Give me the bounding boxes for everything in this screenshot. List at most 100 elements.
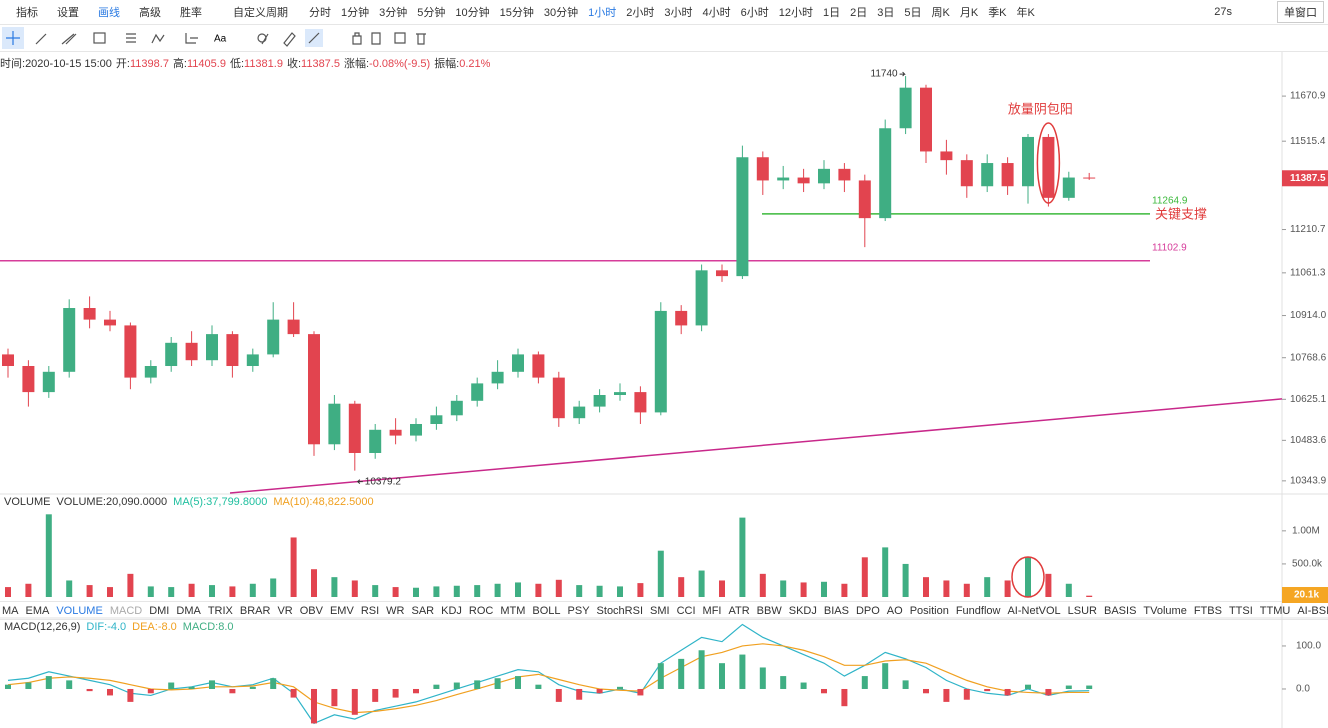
- candle-body: [42, 371, 55, 393]
- candle-body: [226, 334, 239, 367]
- volume-bar: [1086, 595, 1093, 597]
- indicator-tab[interactable]: SAR: [411, 604, 435, 617]
- candle-body: [83, 308, 96, 320]
- indicator-tab[interactable]: MA: [2, 604, 19, 617]
- indicator-tab[interactable]: MTM: [500, 604, 526, 617]
- period[interactable]: 2日: [850, 7, 868, 19]
- indicator-tab[interactable]: SMI: [650, 604, 670, 617]
- candle-body: [960, 160, 973, 187]
- indicator-tab[interactable]: AO: [886, 604, 903, 617]
- indicator-tab[interactable]: DMI: [149, 604, 170, 617]
- y-tick-label: 0.0: [1296, 684, 1310, 695]
- indicator-tab[interactable]: DPO: [855, 604, 880, 617]
- indicator-tab[interactable]: BRAR: [239, 604, 271, 617]
- menu-item[interactable]: 设置: [57, 7, 79, 19]
- period[interactable]: 3日: [877, 7, 895, 19]
- macd-bar: [1086, 685, 1093, 689]
- indicator-tab[interactable]: FTBS: [1193, 604, 1222, 617]
- indicator-tab[interactable]: VR: [277, 604, 293, 617]
- menu-item[interactable]: 高级: [139, 7, 161, 19]
- period[interactable]: 6小时: [740, 7, 769, 19]
- macd-bar: [453, 682, 460, 689]
- indicator-tab[interactable]: TRIX: [207, 604, 233, 617]
- indicator-tab[interactable]: CCI: [676, 604, 696, 617]
- indicator-tab[interactable]: PSY: [567, 604, 590, 617]
- candle-body: [879, 128, 892, 219]
- y-tick-label: 10483.6: [1290, 435, 1327, 446]
- indicator-tab[interactable]: TTSI: [1228, 604, 1253, 617]
- y-tick-label: 10625.1: [1290, 394, 1327, 405]
- period[interactable]: 5分钟: [417, 7, 446, 19]
- indicator-tab[interactable]: WR: [386, 604, 405, 617]
- volume-bar: [780, 580, 787, 597]
- macd-bar: [168, 682, 175, 689]
- period[interactable]: 年K: [1016, 7, 1035, 19]
- indicator-tab[interactable]: VOLUME: [56, 604, 103, 617]
- menu-item[interactable]: 指标: [16, 7, 38, 19]
- indicator-tab[interactable]: DMA: [176, 604, 201, 617]
- indicator-tab[interactable]: Fundflow: [955, 604, 1001, 617]
- macd-bar: [392, 688, 399, 698]
- period[interactable]: 季K: [988, 7, 1007, 19]
- info-value: 11381.9: [244, 58, 283, 70]
- indicator-tab[interactable]: Position: [909, 604, 949, 617]
- period[interactable]: 3分钟: [379, 7, 408, 19]
- volume-bar: [657, 550, 664, 597]
- candle-body: [206, 334, 218, 361]
- period[interactable]: 4小时: [702, 7, 731, 19]
- volume-bar: [923, 577, 929, 597]
- volume-bar: [1025, 557, 1031, 597]
- volume-bar: [25, 583, 32, 597]
- candle-body: [756, 157, 769, 181]
- window-select[interactable]: 单窗口: [1277, 1, 1324, 23]
- macd-bar: [45, 676, 52, 689]
- indicator-tab[interactable]: AI-NetVOL: [1007, 604, 1061, 617]
- period[interactable]: 1小时: [588, 7, 617, 19]
- indicator-tab[interactable]: TTMU: [1259, 604, 1291, 617]
- period[interactable]: 周K: [931, 7, 950, 19]
- indicator-tab[interactable]: LSUR: [1067, 604, 1097, 617]
- period[interactable]: 2小时: [626, 7, 655, 19]
- text-tool[interactable]: Aa: [214, 34, 227, 45]
- period[interactable]: 5日: [904, 7, 922, 19]
- info-label: 涨幅:: [343, 58, 370, 70]
- indicator-tab[interactable]: StochRSI: [596, 604, 644, 617]
- period[interactable]: 3小时: [664, 7, 693, 19]
- period[interactable]: 10分钟: [455, 7, 490, 19]
- macd-bar: [127, 688, 134, 702]
- indicator-tab[interactable]: TVolume: [1143, 604, 1187, 617]
- candle-body: [512, 354, 524, 372]
- indicator-tab[interactable]: BBW: [756, 604, 782, 617]
- indicator-tab[interactable]: BOLL: [532, 604, 561, 617]
- macd-bar: [474, 680, 481, 689]
- indicator-tab[interactable]: OBV: [299, 604, 323, 617]
- macd-line: [7, 643, 1090, 714]
- period[interactable]: 分时: [309, 7, 331, 19]
- period[interactable]: 12小时: [778, 7, 813, 19]
- macd-line: [7, 623, 1090, 725]
- indicator-tab[interactable]: BASIS: [1104, 604, 1137, 617]
- menu-item[interactable]: 胜率: [180, 7, 202, 19]
- indicator-tab[interactable]: KDJ: [441, 604, 462, 617]
- indicator-tab[interactable]: EMA: [25, 604, 50, 617]
- volume-bar: [515, 582, 521, 597]
- period[interactable]: 15分钟: [499, 7, 534, 19]
- indicator-tab[interactable]: BIAS: [823, 604, 849, 617]
- indicator-tab[interactable]: ROC: [468, 604, 494, 617]
- volume-bar: [902, 563, 909, 597]
- period[interactable]: 1分钟: [341, 7, 370, 19]
- indicator-tab[interactable]: EMV: [329, 604, 354, 617]
- indicator-tab[interactable]: ATR: [728, 604, 750, 617]
- period-label[interactable]: 自定义周期: [233, 7, 288, 19]
- indicator-tab[interactable]: MACD: [109, 604, 143, 617]
- indicator-tab[interactable]: SKDJ: [788, 604, 817, 617]
- indicator-tab[interactable]: MFI: [702, 604, 722, 617]
- period[interactable]: 月K: [959, 7, 979, 19]
- period[interactable]: 1日: [823, 7, 841, 19]
- menu-item[interactable]: 画线: [98, 7, 120, 19]
- period[interactable]: 30分钟: [543, 7, 579, 19]
- indicator-tab[interactable]: RSI: [360, 604, 380, 617]
- candle-body: [1083, 177, 1096, 179]
- indicator-tab[interactable]: AI-BSI: [1297, 604, 1328, 617]
- y-tick-label: 11515.4: [1290, 136, 1326, 147]
